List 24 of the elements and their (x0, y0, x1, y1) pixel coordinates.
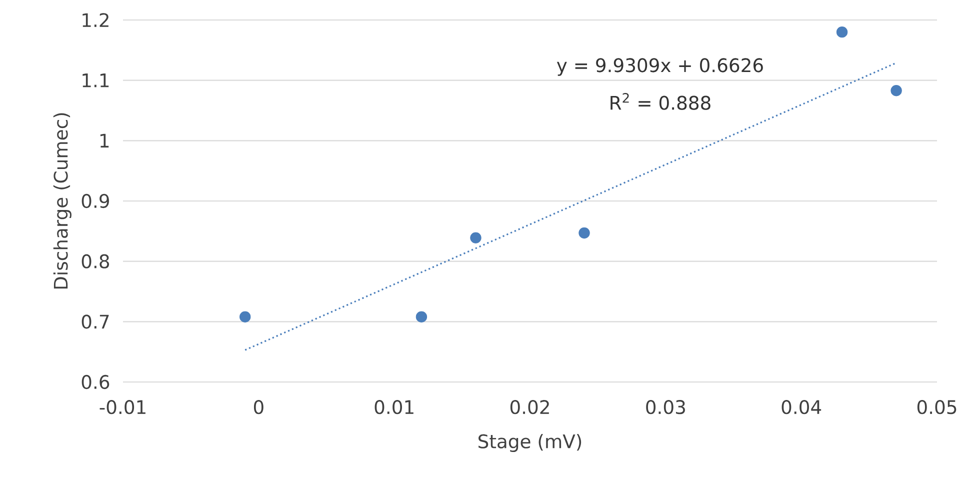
x-tick-label: 0.03 (646, 400, 685, 414)
x-tick-label: 0.05 (917, 400, 956, 414)
x-tick-label: 0 (254, 400, 264, 414)
annotation: R$^{2}$ = 0.888 (610, 92, 710, 110)
point (578, 227, 590, 239)
x-axis-title: Stage (mV) (478, 434, 582, 452)
y-axis-title: Discharge (Cumec) (53, 113, 72, 289)
point (836, 26, 848, 38)
y-tick-label: 0.9 (82, 194, 109, 208)
x-tick-label: 0.02 (510, 400, 549, 414)
point (416, 311, 428, 322)
y-tick-label: 1 (100, 134, 109, 148)
y-tick-label: 0.7 (82, 314, 109, 329)
x-tick-label: -0.01 (100, 400, 146, 414)
y-tick-label: 0.6 (82, 374, 110, 390)
x-tick-label: 0.01 (374, 400, 414, 414)
x-tick-label: 0.04 (782, 400, 822, 414)
y-tick-label: 0.8 (82, 254, 110, 268)
point (239, 311, 251, 322)
point (890, 84, 902, 96)
annotation: y = 9.9309x + 0.6626 (556, 58, 763, 76)
y-tick-label: 1.2 (82, 13, 108, 27)
point (470, 232, 482, 244)
y-tick-label: 1.1 (82, 74, 109, 88)
